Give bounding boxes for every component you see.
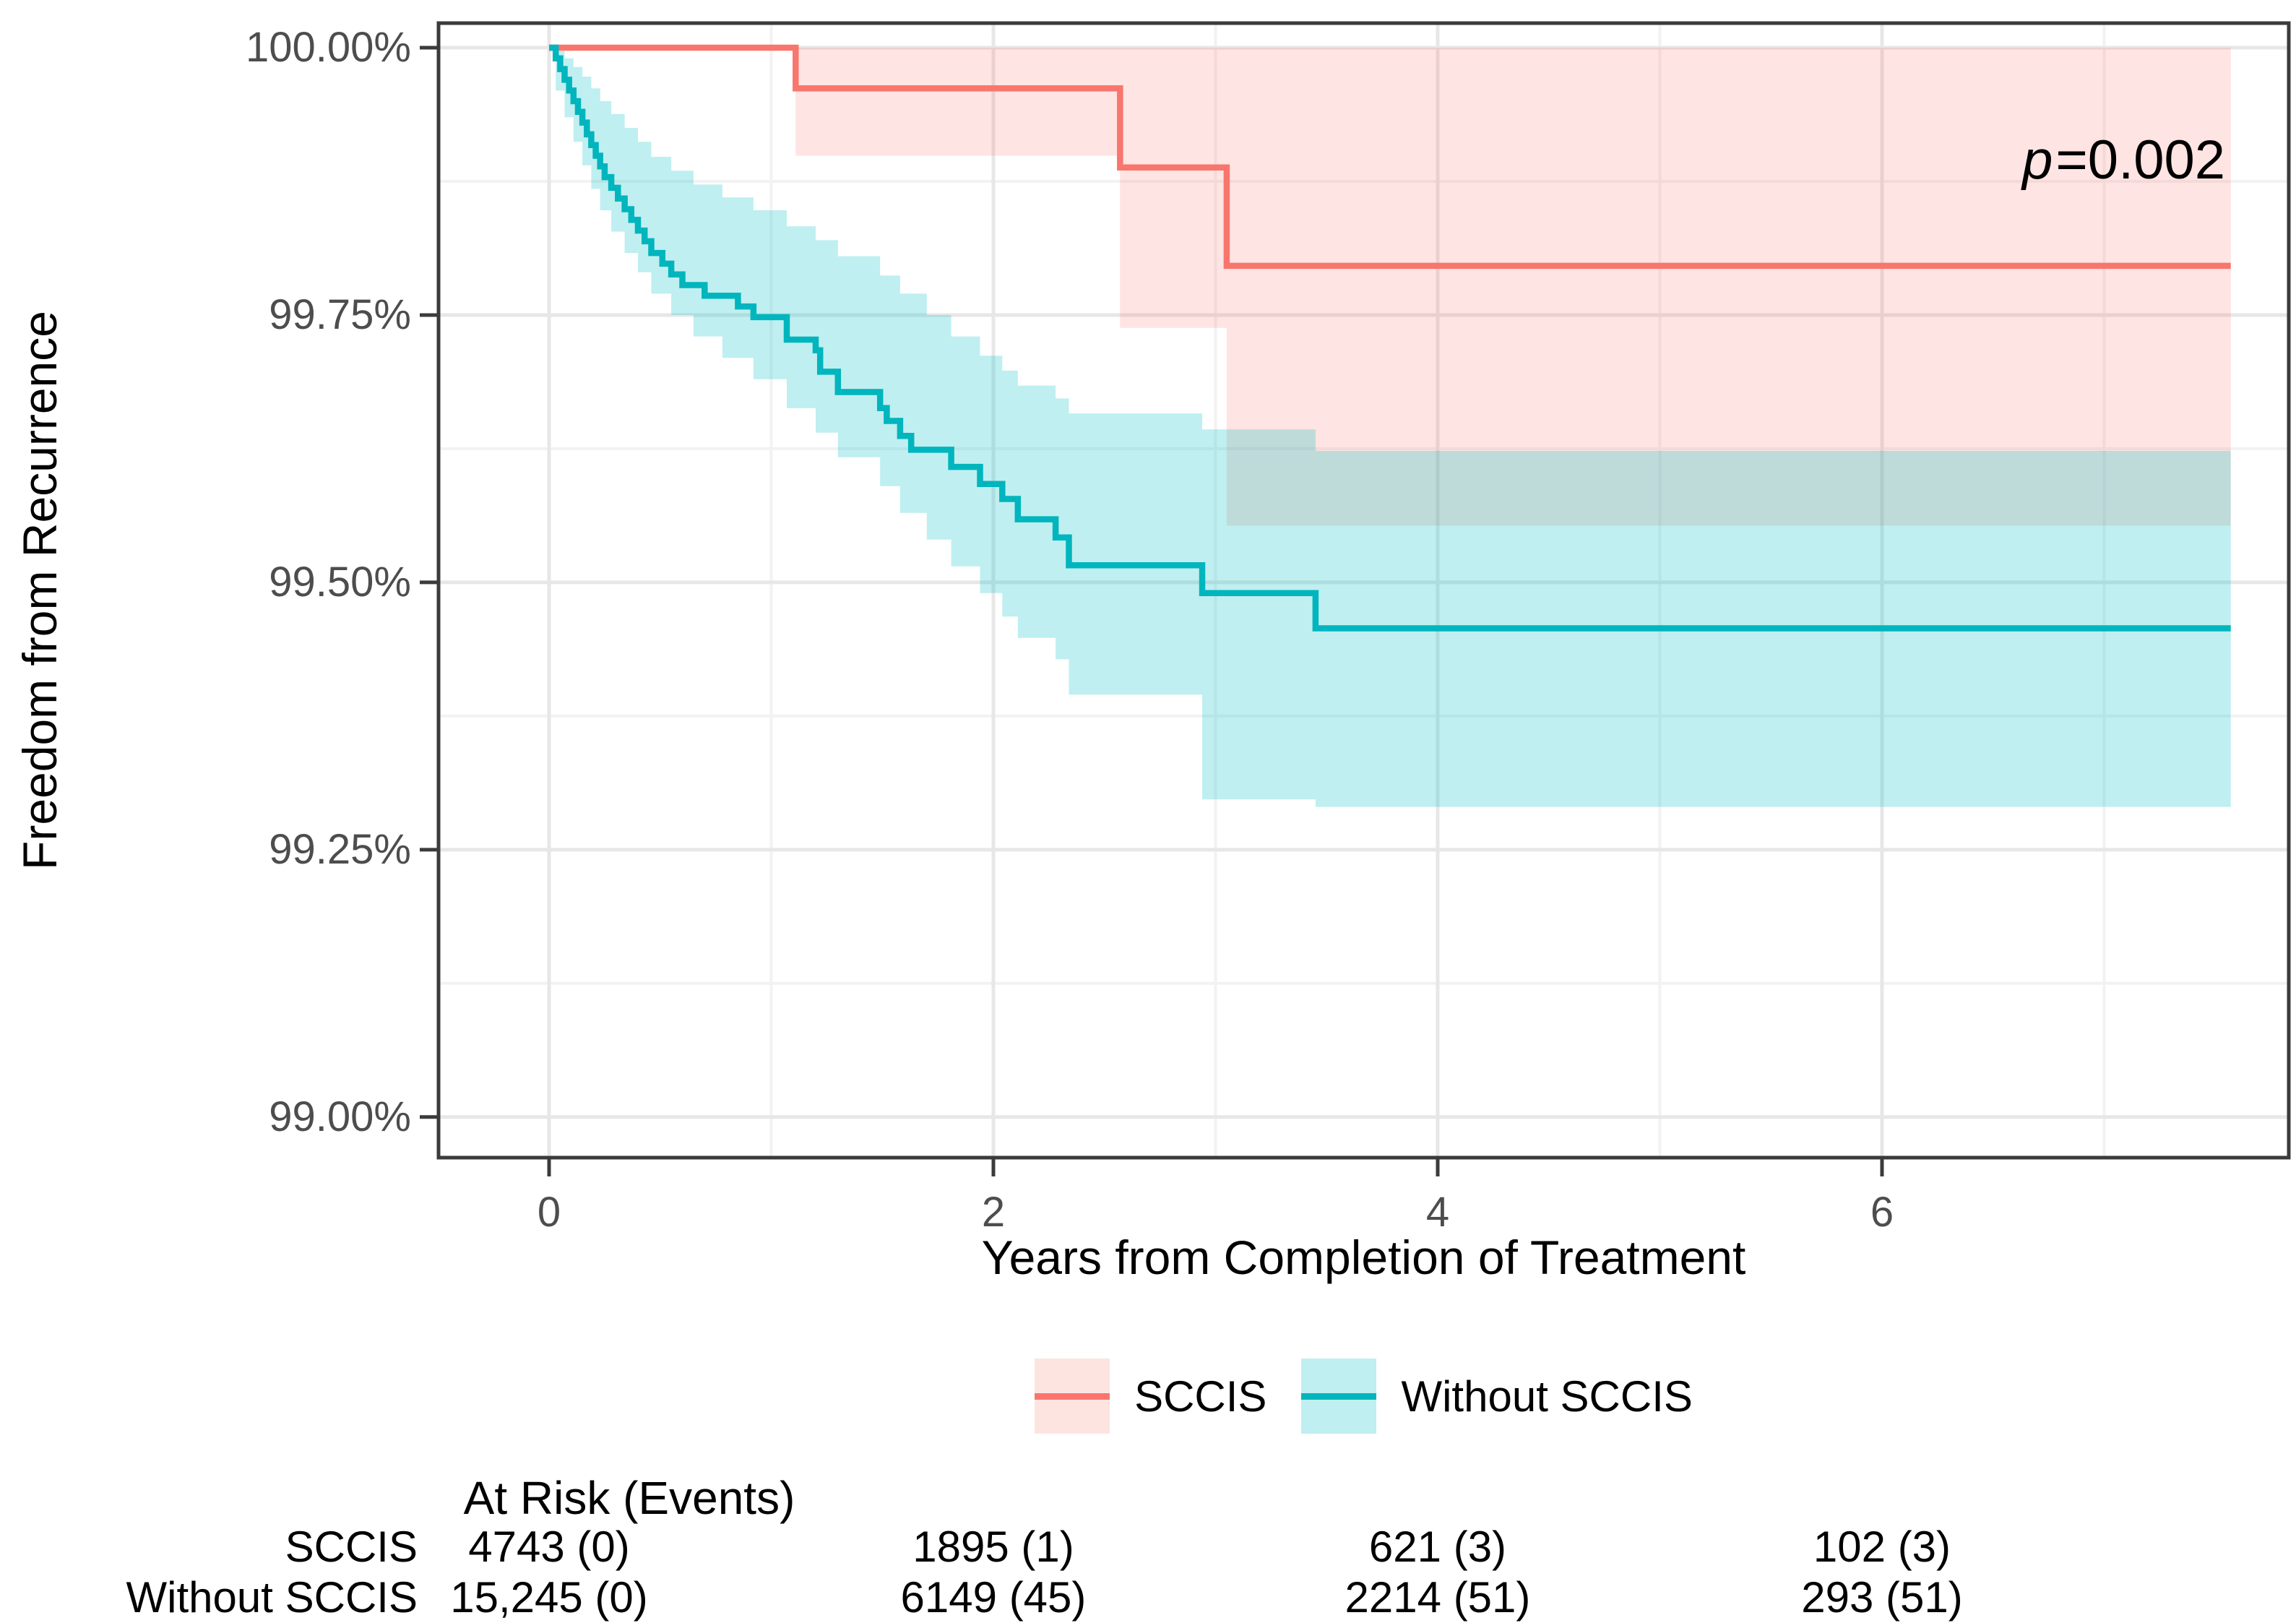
legend-item-without-sccis: Without SCCIS xyxy=(1301,1359,1693,1434)
legend-swatch-without-sccis xyxy=(1301,1359,1377,1434)
risk-value: 621 (3) xyxy=(1368,1523,1507,1571)
without-sccis-curve xyxy=(549,44,2231,632)
sccis-curve xyxy=(549,44,2231,270)
x-axis-title: Years from Completion of Treatment xyxy=(981,1231,1746,1284)
x-tick-label: 4 xyxy=(1425,1189,1450,1236)
risk-value: 293 (51) xyxy=(1801,1573,1963,1622)
risk-row-label: SCCIS xyxy=(285,1523,418,1571)
risk-value: 4743 (0) xyxy=(468,1523,630,1571)
risk-table-header: At Risk (Events) xyxy=(463,1472,795,1524)
x-tick-label: 2 xyxy=(981,1189,1006,1236)
x-axis-title-wrap: Years from Completion of Treatment xyxy=(439,1230,2289,1285)
panel-border xyxy=(436,21,2291,1160)
risk-value: 6149 (45) xyxy=(900,1573,1087,1622)
p-value-text: =0.002 xyxy=(2055,129,2225,191)
y-tick-label: 99.75% xyxy=(269,290,411,338)
risk-value: 15,245 (0) xyxy=(450,1573,648,1622)
p-value-annotation: p=0.002 xyxy=(2022,129,2225,191)
y-tick-label: 99.50% xyxy=(269,558,411,606)
y-tick-label: 99.25% xyxy=(269,825,411,873)
y-axis-title: Freedom from Recurrence xyxy=(13,311,66,870)
legend: SCCIS Without SCCIS xyxy=(439,1353,2289,1439)
legend-line-without-sccis-icon xyxy=(1301,1393,1377,1400)
legend-item-sccis: SCCIS xyxy=(1035,1359,1266,1434)
x-tick-label: 0 xyxy=(537,1189,561,1236)
risk-value: 102 (3) xyxy=(1813,1523,1951,1571)
legend-label-without-sccis: Without SCCIS xyxy=(1401,1372,1693,1421)
y-tick-label: 100.00% xyxy=(246,24,411,72)
legend-swatch-sccis xyxy=(1035,1359,1110,1434)
risk-row-label: Without SCCIS xyxy=(126,1573,418,1622)
y-tick-label: 99.00% xyxy=(269,1093,411,1140)
p-value-italic-p: p xyxy=(2022,129,2053,191)
without-sccis-confidence-band xyxy=(556,51,2231,807)
risk-value: 2214 (51) xyxy=(1345,1573,1531,1622)
legend-label-sccis: SCCIS xyxy=(1134,1372,1267,1421)
legend-line-sccis-icon xyxy=(1035,1393,1110,1400)
x-tick-label: 6 xyxy=(1870,1189,1894,1236)
risk-value: 1895 (1) xyxy=(912,1523,1074,1571)
